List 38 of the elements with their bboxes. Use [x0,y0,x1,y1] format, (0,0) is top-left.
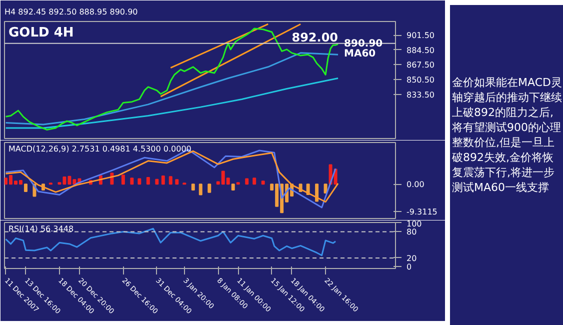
bar [231,184,235,190]
y-tick-label: -9.3115 [406,208,438,217]
y-tick-label: 833.50 [406,90,434,100]
bar [146,177,150,185]
text: 金价如果能在MACD灵轴穿越后的推动下继续上破892的阻力之后,将有望测试900的心理整数价位,但是一旦上破892失效,金价将恢复震荡下行,将进一步测试MA60一线支撑 [452,75,563,195]
line-series [5,78,339,129]
bar [198,184,202,196]
y-tick-label: 884.50 [406,46,434,55]
line-series [5,28,339,131]
annotation: MA60 [344,48,376,60]
bar [161,176,165,185]
bar [121,174,125,185]
y-tick-label: 0 [406,262,412,272]
bar [191,184,195,190]
line-series [5,52,339,126]
bar [130,178,134,185]
bar [168,176,172,185]
bar [155,178,159,185]
y-tick-label: 901.50 [406,31,434,40]
y-tick-label: 20 [406,254,417,263]
bar [245,178,249,185]
bar [138,178,142,185]
bar [208,184,212,193]
bar [175,179,179,185]
bar [261,180,265,185]
y-tick-label: 100 [406,220,422,228]
chart-subtitle: H4 892.45 892.50 888.95 890.90 [4,8,138,16]
bar [252,178,256,185]
bar [24,184,28,192]
chart-title: RSI(14) 56.3448 [8,224,74,234]
y-tick-label: 0.00 [406,180,424,190]
y-tick-label: 80 [406,228,417,237]
y-tick-label: 850.50 [406,76,434,85]
ref-line-label: 892.00 [292,30,338,44]
chart-title: MACD(12,26,9) 2.7531 0.4981 4.5300 0.0000 [8,144,192,154]
y-tick-label: 867.50 [406,60,434,70]
chart-title: GOLD 4H [8,26,74,40]
bar [324,184,328,194]
